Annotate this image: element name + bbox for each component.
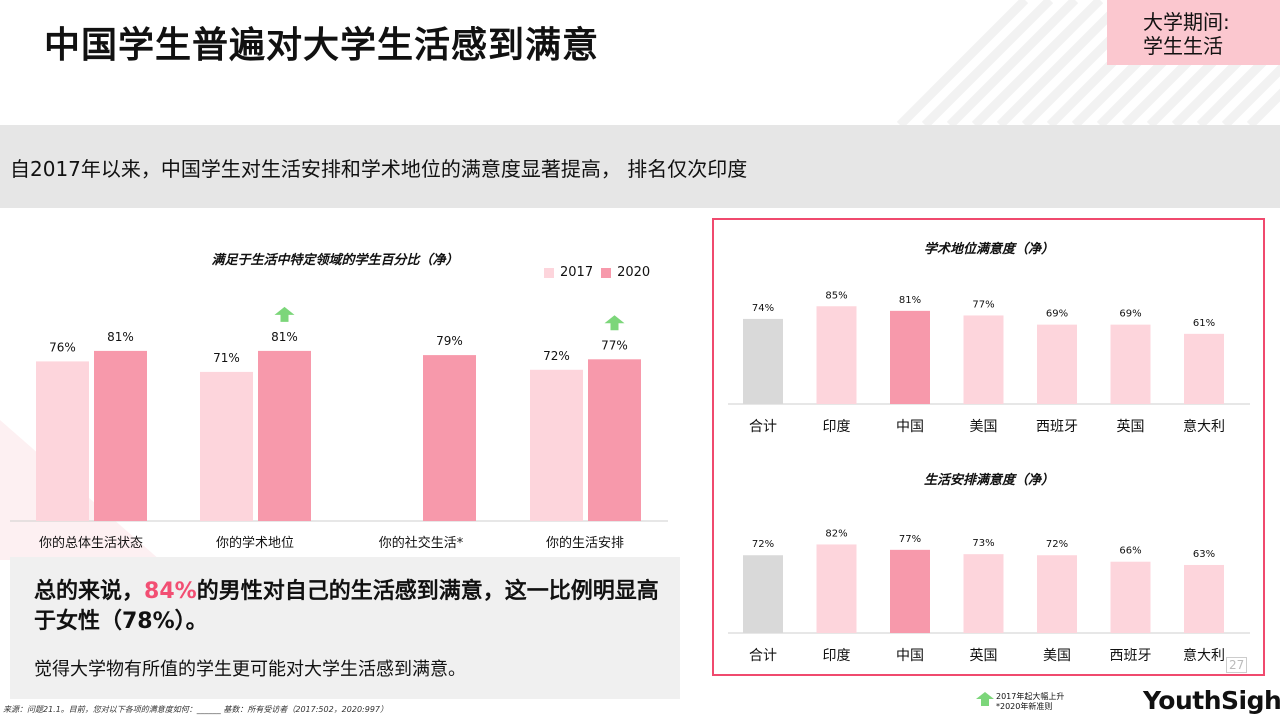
country-label-1-0: 合计 [749,648,777,664]
country-bar-1-2 [890,549,930,633]
left-chart-title: 满足于生活中特定领域的学生百分比（净） [211,253,459,268]
data-label-2020-0: 81% [107,330,134,344]
data-label-2020-3: 77% [601,338,628,352]
bar-2017-3 [530,369,583,521]
bar-2017-0 [36,361,89,521]
country-label-0-3: 美国 [970,419,998,435]
headline-text: 自2017年以来，中国学生对生活安排和学术地位的满意度显著提高， 排名仅次印度 [10,157,748,181]
legend-swatch-2020 [601,267,612,278]
country-label-1-3: 英国 [970,647,998,664]
country-value-1-1: 82% [825,528,847,539]
category-label-0: 你的总体生活状态 [39,535,143,551]
left-bar-chart: 76% 81% 你的总体生活状态 71% 81% 你的学术地位 79% 你的社交生活* 72% 7… [10,306,668,551]
country-bar-1-4 [1037,555,1077,633]
legend-item-2020: 2020 [601,265,650,280]
country-bar-0-3 [963,315,1004,404]
country-bar-1-0 [743,555,783,633]
summary-headline: 总的来说，84%的男性对自己的生活感到满意，这一比例明显高于女性（78%）。 [34,577,674,637]
data-label-2017-1: 71% [213,351,240,365]
section-tag-line-2: 学生生活 [1143,34,1223,58]
footnote-legend: 2017年起大幅上升 *2020年新准则 [976,692,1064,712]
country-comparison-panel: 学术地位满意度（净） 生活安排满意度（净） 74% 合计 85% 印度 81% 中国 77%… [712,218,1265,676]
up-arrow-icon [976,692,994,706]
country-label-1-1: 印度 [823,648,851,664]
source-note: 来源：问题21.1。目前，您对以下各项的满意度如何：______ 基数：所有受访… [3,705,389,714]
category-label-1: 你的学术地位 [216,535,294,551]
up-arrow-icon [274,306,295,322]
country-bar-0-0 [743,318,783,404]
bar-2017-1 [200,371,253,521]
summary-pre: 总的来说， [34,579,145,604]
page-title: 中国学生普遍对大学生活感到满意 [44,25,600,66]
up-arrow-icon [604,315,625,331]
country-value-0-6: 61% [1193,318,1215,329]
country-bar-0-4 [1037,324,1077,404]
country-label-0-6: 意大利 [1183,418,1225,435]
country-label-0-2: 中国 [896,419,924,435]
country-value-1-2: 77% [899,534,921,545]
footnote-new-label: *2020年新准则 [996,702,1053,711]
country-bar-1-6 [1184,564,1224,633]
country-bar-1-3 [963,554,1004,633]
country-value-0-1: 85% [825,290,847,301]
country-value-1-4: 72% [1046,539,1068,550]
bar-2020-0 [94,350,147,521]
country-value-1-3: 73% [972,538,994,549]
country-label-0-0: 合计 [749,419,777,435]
country-value-1-0: 72% [752,539,774,550]
country-bar-0-5 [1110,324,1151,404]
legend-label-2020: 2020 [617,265,651,280]
summary-subtext: 觉得大学物有所值的学生更可能对大学生活感到满意。 [34,659,466,680]
country-label-1-5: 西班牙 [1110,648,1152,664]
country-value-1-5: 66% [1119,546,1141,557]
country-value-1-6: 63% [1193,549,1215,560]
country-value-0-2: 81% [899,295,921,306]
country-value-0-4: 69% [1046,309,1068,320]
youthsight-logo: YouthSight [1143,686,1280,715]
country-label-0-4: 西班牙 [1036,419,1078,435]
country-bar-1-5 [1110,561,1151,633]
legend-label-2017: 2017 [560,265,594,280]
country-label-0-5: 英国 [1117,418,1145,435]
data-label-2017-3: 72% [543,349,570,363]
country-label-0-1: 印度 [823,419,851,435]
category-label-3: 你的生活安排 [546,535,624,551]
footnote-up-label: 2017年起大幅上升 [996,692,1065,701]
bar-2020-2 [423,355,476,521]
academic-chart-title: 学术地位满意度（净） [923,242,1054,257]
summary-highlight: 84% [144,579,197,604]
country-value-0-5: 69% [1119,309,1141,320]
data-label-2017-0: 76% [49,340,76,354]
summary-box: 总的来说，84%的男性对自己的生活感到满意，这一比例明显高于女性（78%）。 觉… [10,557,680,699]
category-label-2: 你的社交生活* [379,535,464,551]
legend-swatch-2017 [544,267,554,278]
living-chart-title: 生活安排满意度（净） [923,473,1054,488]
legend-item-2017: 2017 [544,265,593,280]
bar-2020-1 [258,350,311,521]
country-value-0-0: 74% [752,303,774,314]
country-bar-0-1 [816,306,857,404]
page-number: 27 [1226,657,1248,673]
data-label-2020-1: 81% [271,330,298,344]
chart-legend: 2017 2020 [544,265,650,280]
country-bar-0-6 [1184,333,1224,404]
country-label-1-6: 意大利 [1183,647,1225,664]
headline-band: 自2017年以来，中国学生对生活安排和学术地位的满意度显著提高， 排名仅次印度 [0,125,1280,208]
country-label-1-2: 中国 [896,648,924,664]
country-bar-0-2 [890,310,930,404]
country-bar-1-1 [816,544,857,633]
section-tag: 大学期间: 学生生活 [1107,0,1280,65]
country-label-1-4: 美国 [1043,648,1071,664]
section-tag-line-1: 大学期间: [1143,10,1230,34]
country-bar-charts: 74% 合计 85% 印度 81% 中国 77% 美国 69% 西班牙 69% 英国 61% 意大利 72%… [728,290,1250,664]
summary-post: 的男性对自己的生活感到满意，这一比例明显高于女性（78%）。 [34,579,659,634]
data-label-2020-2: 79% [436,334,463,348]
bar-2020-3 [588,359,641,521]
country-value-0-3: 77% [972,299,994,310]
